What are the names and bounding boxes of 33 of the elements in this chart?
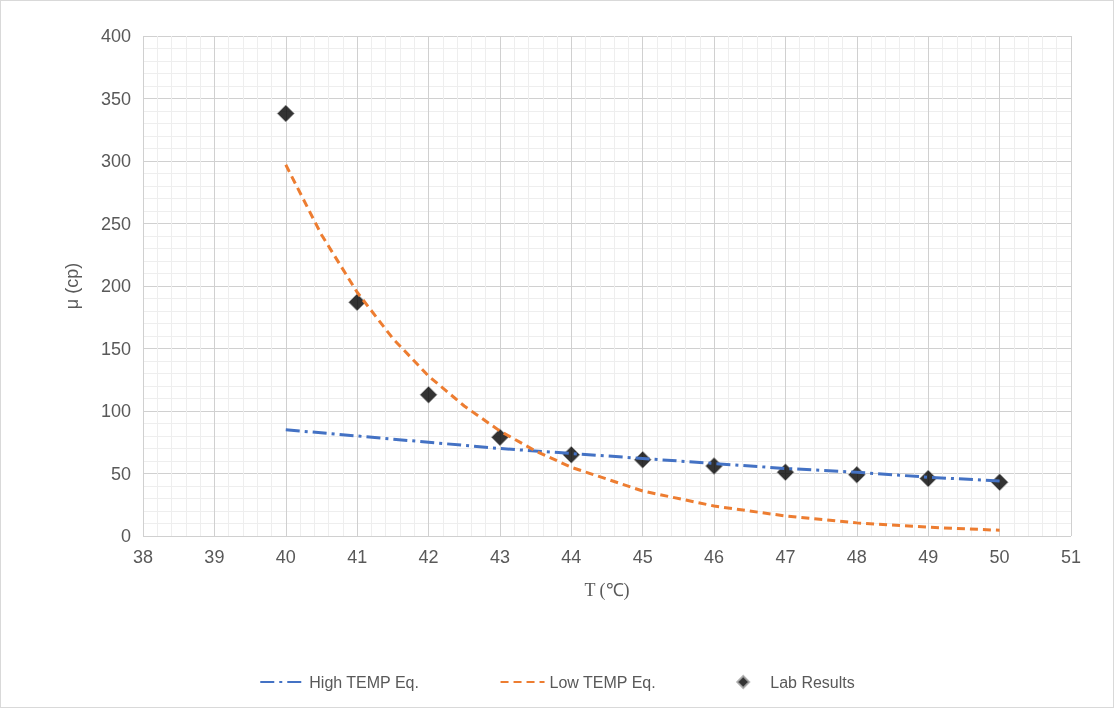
x-tick-label: 50: [989, 547, 1010, 567]
y-axis-title: μ (cp): [62, 262, 82, 310]
x-tick-label: 39: [204, 547, 225, 567]
line-series: [284, 163, 1002, 532]
y-tick-label: 350: [100, 88, 131, 109]
x-tick-label: 42: [418, 547, 439, 567]
y-tick-label: 300: [100, 151, 131, 171]
point: [419, 385, 438, 404]
x-tick-label: 46: [704, 547, 725, 567]
x-tick-label: 48: [846, 547, 867, 567]
y-tick-label: 400: [100, 26, 131, 46]
legend-label: Lab Results: [770, 673, 855, 691]
y-tick-label: 250: [100, 213, 131, 234]
point: [276, 104, 295, 123]
x-tick-label: 41: [347, 547, 368, 567]
x-tick-label: 45: [632, 547, 653, 567]
x-tick-label: 43: [489, 547, 510, 567]
legend-label: Low TEMP Eq.: [549, 673, 656, 691]
x-tick-label: 38: [132, 547, 154, 567]
y-tick-label: 200: [100, 276, 131, 296]
y-tick-label: 100: [100, 401, 131, 421]
y-tick-label: 50: [110, 463, 131, 484]
point: [776, 463, 795, 482]
x-tick-label: 44: [561, 547, 582, 567]
x-tick-label: 40: [275, 547, 296, 567]
x-tick-label: 49: [918, 547, 939, 567]
x-tick-label: 47: [775, 547, 796, 567]
point: [490, 428, 509, 447]
y-tick-label: 0: [120, 526, 131, 546]
legend-label: High TEMP Eq.: [309, 673, 419, 691]
x-tick-label: 51: [1060, 547, 1082, 567]
y-tick-label: 150: [100, 338, 131, 359]
x-axis-title: T (℃): [584, 580, 630, 601]
